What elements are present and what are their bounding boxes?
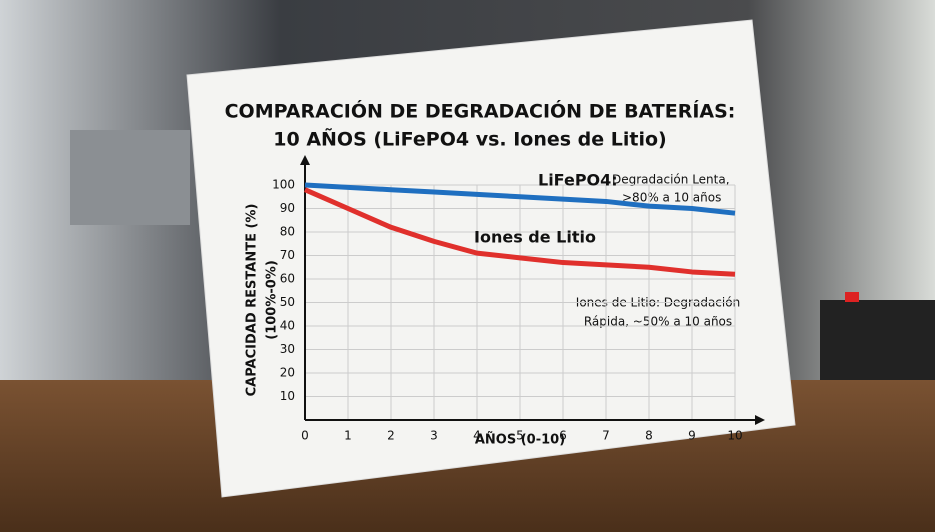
x-tick-label: 6 <box>559 429 567 443</box>
y-tick-label: 60 <box>280 272 295 286</box>
x-tick-label: 1 <box>344 429 352 443</box>
y-tick-label: 70 <box>280 248 295 262</box>
x-tick-label: 9 <box>688 429 696 443</box>
x-tick-label: 8 <box>645 429 653 443</box>
arrow <box>755 415 765 425</box>
y-axis-label: (100%-0%) <box>265 260 280 340</box>
y-tick-label: 100 <box>272 178 295 192</box>
chart-title: 10 AÑOS (LiFePO4 vs. Iones de Litio) <box>273 127 666 151</box>
annotation: Degradación Lenta, <box>612 173 730 187</box>
x-tick-label: 3 <box>430 429 438 443</box>
x-tick-label: 2 <box>387 429 395 443</box>
terminal <box>845 292 859 302</box>
series-label: LiFePO4: <box>538 171 618 190</box>
arrow <box>300 155 310 165</box>
paper <box>186 19 796 498</box>
y-tick-label: 30 <box>280 342 295 356</box>
series-line <box>303 187 736 277</box>
y-tick-label: 50 <box>280 295 295 309</box>
chart-title: COMPARACIÓN DE DEGRADACIÓN DE BATERÍAS: <box>225 99 736 123</box>
series-label: Iones de Litio <box>474 228 596 247</box>
y-tick-label: 90 <box>280 201 295 215</box>
y-tick-label: 40 <box>280 319 295 333</box>
x-tick-label: 7 <box>602 429 610 443</box>
annotation: Rápida, ~50% a 10 años <box>584 315 732 329</box>
annotation: >80% a 10 años <box>622 191 721 205</box>
x-tick-label: 10 <box>727 429 742 443</box>
y-tick-label: 20 <box>280 366 295 380</box>
battery-right <box>820 300 935 380</box>
x-tick-label: 5 <box>516 429 524 443</box>
y-tick-label: 10 <box>280 389 295 403</box>
y-tick-label: 80 <box>280 225 295 239</box>
x-axis-label: AÑOS (0-10) <box>475 432 565 448</box>
y-axis-label: CAPACIDAD RESTANTE (%) <box>245 204 260 397</box>
series-line <box>304 182 736 216</box>
x-tick-label: 0 <box>301 429 309 443</box>
x-tick-label: 4 <box>473 429 481 443</box>
battery-left <box>70 130 190 225</box>
